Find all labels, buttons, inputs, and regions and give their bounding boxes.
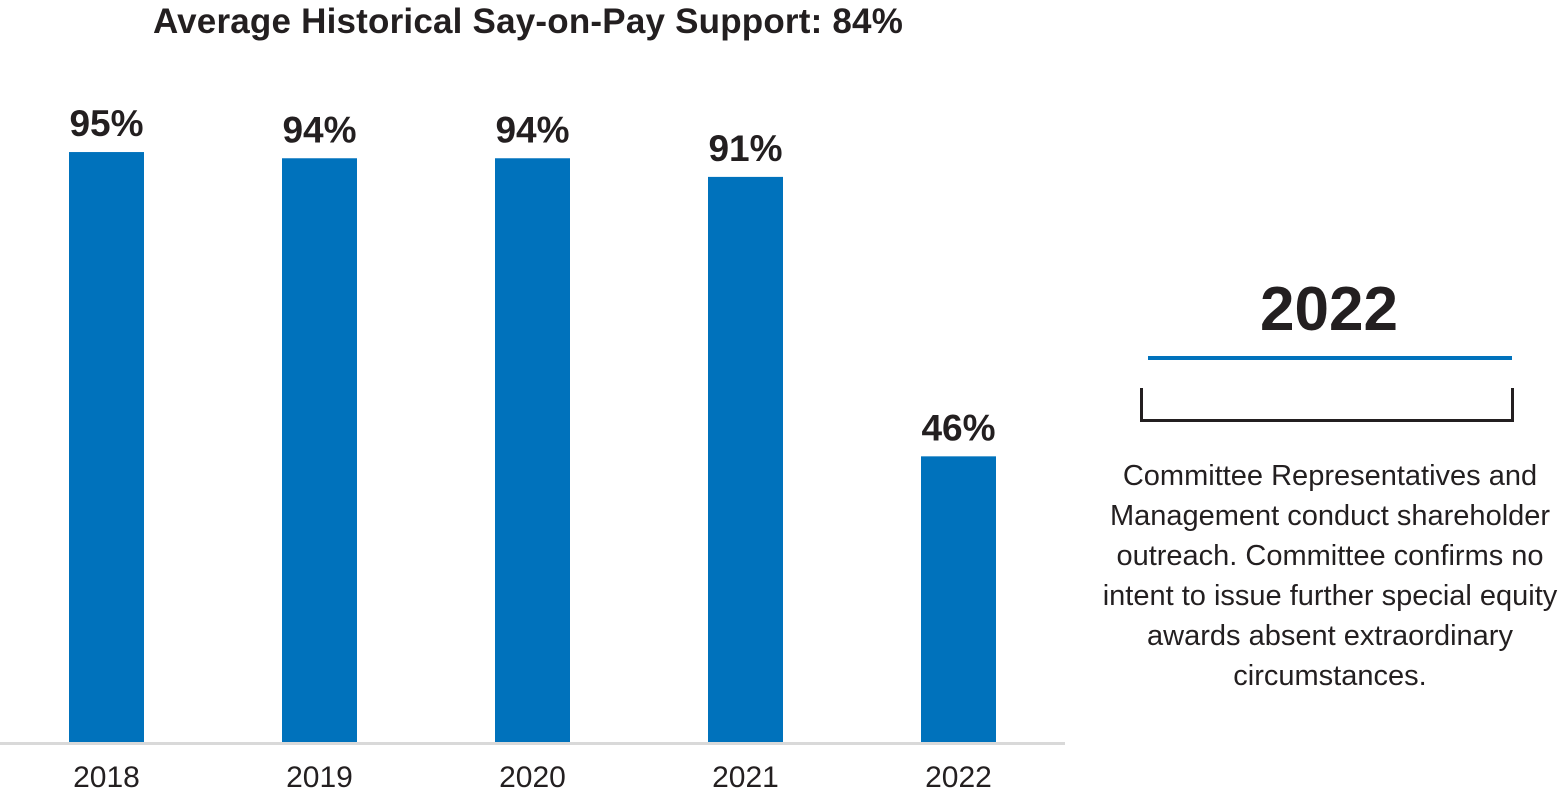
chart-title: Average Historical Say-on-Pay Support: 8… (152, 2, 904, 41)
bar-2021 (708, 176, 783, 742)
bar-2018 (69, 152, 144, 743)
value-label-2019: 94% (282, 109, 356, 150)
bar-2019 (282, 158, 357, 742)
x-tick-label-2020: 2020 (499, 761, 566, 794)
bar-2020 (495, 158, 570, 742)
x-tick-label-2019: 2019 (286, 761, 353, 794)
bar-2022 (921, 456, 996, 742)
value-labels: 95% 94% 94% 91% 46% (69, 103, 995, 448)
x-tick-label-2021: 2021 (712, 761, 779, 794)
value-label-2020: 94% (495, 109, 569, 150)
x-tick-label-2018: 2018 (73, 761, 140, 794)
x-tick-labels: 2018 2019 2020 2021 2022 (73, 761, 992, 794)
bar-chart: 95% 94% 94% 91% 46% 2018 2019 2020 2021 2022 (0, 103, 1065, 794)
bars (69, 152, 996, 743)
side-panel-year: 2022 (1260, 275, 1398, 344)
value-label-2018: 95% (69, 103, 143, 144)
x-tick-label-2022: 2022 (925, 761, 992, 794)
side-panel-rule (1148, 356, 1512, 360)
side-panel: 2022 Committee Representatives and Manag… (1096, 270, 1564, 692)
value-label-2022: 46% (921, 407, 995, 448)
value-label-2021: 91% (708, 128, 782, 169)
side-panel-text: Committee Representatives and Management… (1102, 460, 1558, 692)
side-panel-bracket (1140, 388, 1514, 422)
